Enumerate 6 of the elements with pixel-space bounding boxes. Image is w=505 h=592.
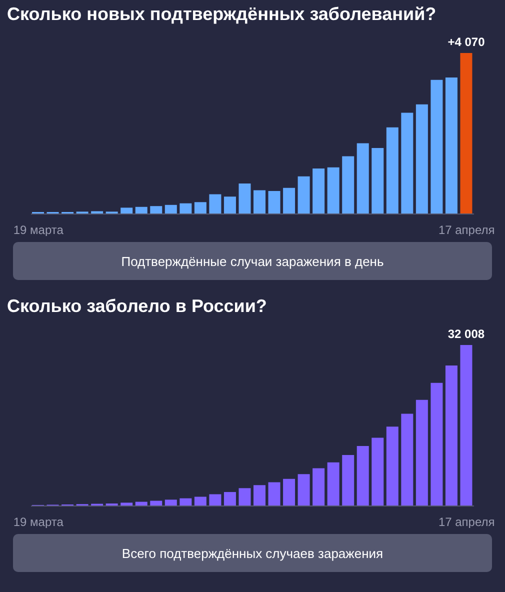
data-label: 32 008 xyxy=(448,327,485,341)
caption-button: Подтверждённые случаи заражения в день xyxy=(13,242,492,280)
chart-title: Сколько заболело в России? xyxy=(7,295,268,318)
data-label: +4 070 xyxy=(448,35,486,49)
chart-title: Сколько новых подтверждённых заболеваний? xyxy=(7,3,438,26)
caption-button: Всего подтверждённых случаев заражения xyxy=(13,534,492,572)
